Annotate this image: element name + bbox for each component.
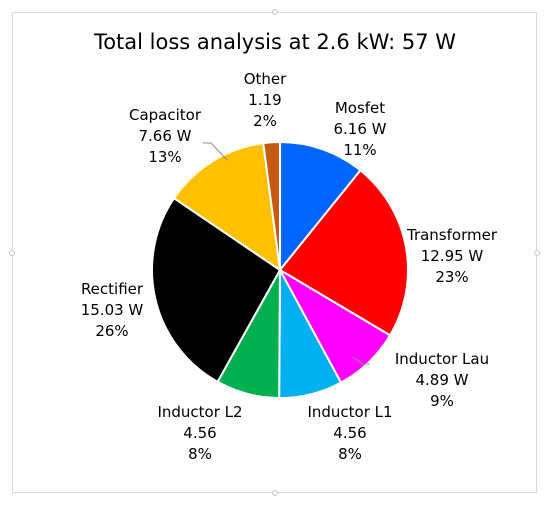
- data-label-percent: 8%: [188, 445, 212, 463]
- data-label-inductor-lau: Inductor Lau 4.89 W 9%: [395, 350, 489, 410]
- data-label-percent: 23%: [435, 268, 468, 286]
- data-label-name: Inductor L1: [307, 403, 392, 421]
- data-label-inductor-l1: Inductor L1 4.56 8%: [307, 403, 392, 463]
- data-labels: Mosfet 6.16 W 11% Transformer 12.95 W 23% Indu…: [81, 70, 498, 463]
- resize-handle-top[interactable]: [272, 9, 278, 15]
- pie-slice-capacitor[interactable]: [172, 141, 282, 273]
- data-label-capacitor: Capacitor 7.66 W 13%: [129, 106, 202, 166]
- data-label-percent: 9%: [430, 392, 454, 410]
- data-label-value: 4.89 W: [416, 371, 469, 389]
- data-label-rectifier: Rectifier 15.03 W 26%: [81, 280, 144, 340]
- data-label-percent: 2%: [253, 112, 277, 130]
- data-label-percent: 8%: [338, 445, 362, 463]
- resize-handle-bottom[interactable]: [272, 490, 278, 496]
- chart-title: Total loss analysis at 2.6 kW: 57 W: [93, 30, 456, 54]
- data-label-value: 7.66 W: [139, 127, 192, 145]
- data-label-name: Transformer: [406, 226, 498, 244]
- data-label-value: 4.56: [183, 424, 216, 442]
- data-label-value: 15.03 W: [81, 301, 144, 319]
- data-label-other: Other 1.19 2%: [244, 70, 287, 130]
- data-label-value: 4.56: [333, 424, 366, 442]
- data-label-inductor-l2: Inductor L2 4.56 8%: [157, 403, 242, 463]
- data-label-transformer: Transformer 12.95 W 23%: [406, 226, 498, 286]
- data-label-mosfet: Mosfet 6.16 W 11%: [334, 99, 387, 159]
- resize-handle-right[interactable]: [534, 250, 540, 256]
- pie-slice-mosfet[interactable]: [279, 140, 362, 273]
- data-label-percent: 11%: [343, 141, 376, 159]
- pie-slice-transformer[interactable]: [278, 168, 409, 337]
- data-label-value: 6.16 W: [334, 120, 387, 138]
- data-label-percent: 13%: [148, 148, 181, 166]
- pie-slices: [151, 140, 409, 400]
- data-label-value: 12.95 W: [421, 247, 484, 265]
- leader-line: [203, 142, 228, 161]
- leader-line: [352, 356, 370, 365]
- data-label-name: Inductor Lau: [395, 350, 489, 368]
- data-label-percent: 26%: [95, 322, 128, 340]
- pie-slice-rectifier[interactable]: [151, 196, 282, 384]
- leader-lines: [203, 142, 370, 365]
- resize-handle-left[interactable]: [9, 250, 15, 256]
- data-label-value: 1.19: [248, 91, 281, 109]
- data-label-name: Other: [244, 70, 287, 88]
- pie-slice-other[interactable]: [262, 140, 281, 271]
- data-label-name: Rectifier: [81, 280, 144, 298]
- data-label-name: Inductor L2: [157, 403, 242, 421]
- data-label-name: Capacitor: [129, 106, 202, 124]
- data-label-name: Mosfet: [335, 99, 385, 117]
